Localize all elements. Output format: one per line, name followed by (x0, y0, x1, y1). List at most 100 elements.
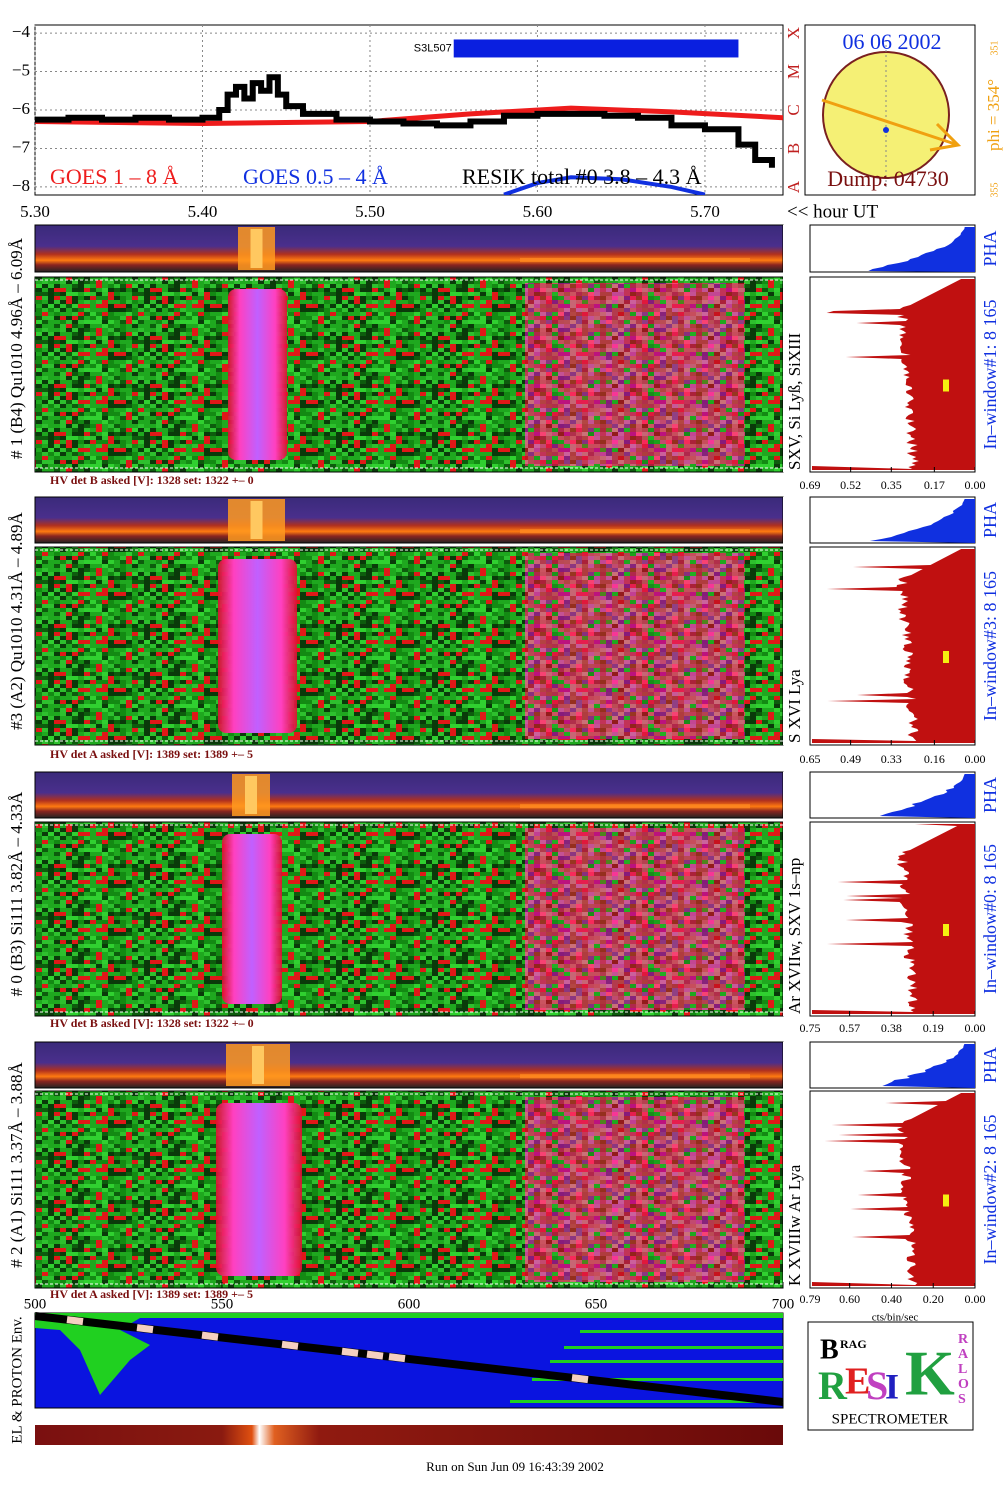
orbit-track (34, 1312, 784, 1406)
right-margin (783, 1042, 790, 1288)
legend-entry: RESIK total #0 3.8 – 4.3 Å (462, 164, 702, 189)
color-bar (35, 1425, 783, 1445)
strip-line (520, 1074, 750, 1079)
particles-stripe (550, 1360, 783, 1363)
pha-tick-label: 0.00 (965, 752, 986, 766)
phi-min: 351 (989, 41, 1000, 56)
detector-label: # 0 (B3) Si111 3.82Å – 4.33Å (7, 791, 26, 996)
pha-tick-label: 0.40 (881, 1292, 902, 1306)
pha-tick-label: 0.65 (800, 752, 821, 766)
pha-label: PHA (980, 230, 1000, 266)
class-label: X (784, 27, 803, 39)
spectrogram-hot (525, 828, 745, 1010)
y-tick-label: −6 (12, 99, 30, 118)
orbit-mark (136, 1324, 154, 1334)
y-tick-label: −4 (12, 22, 31, 41)
pointing (883, 127, 889, 133)
spectrum-strip (34, 496, 784, 544)
particles-stripe (564, 1346, 783, 1349)
logo-letter: S (958, 1392, 966, 1407)
right-margin (783, 772, 790, 1016)
right-margin (783, 497, 790, 745)
logo-letter: B (820, 1334, 839, 1365)
pha-tick-label: 0.16 (924, 752, 945, 766)
pha-unit: cts/bin/sec (872, 1312, 919, 1324)
hist-shape (812, 279, 975, 470)
pha-tick-label: 0.69 (800, 478, 821, 492)
particles-stripe (580, 1330, 783, 1333)
detector-label: #3 (A2) Qu1010 4.31Å – 4.89Å (7, 511, 26, 729)
date: 06 06 2002 (843, 29, 942, 54)
hist-marker (943, 1194, 949, 1207)
spectrogram-flare (216, 1103, 302, 1276)
orbit-mark (201, 1331, 219, 1341)
annotation-bar (453, 39, 739, 58)
channel-tick-label: 600 (398, 1296, 421, 1312)
annotation-label: S3L507 (414, 42, 452, 54)
strip-line (520, 804, 750, 809)
spectrogram-hot (525, 553, 745, 739)
window-label: In–window#2: 8 165 (980, 1115, 1000, 1265)
right-margin (783, 225, 790, 472)
window-label: In–window#3: 8 165 (980, 571, 1000, 721)
strip-core (250, 501, 263, 539)
x-tick-label: 5.70 (690, 202, 720, 221)
hv-status: HV det B asked [V]: 1328 set: 1322 +– 0 (50, 1016, 254, 1030)
class-label: B (784, 143, 803, 154)
legend-entry: GOES 1 – 8 Å (50, 164, 178, 189)
pha-shape (869, 499, 975, 543)
pha-shape (868, 227, 975, 272)
hist-marker (943, 651, 949, 663)
particles-green (35, 1313, 150, 1395)
strip-core (252, 1046, 264, 1084)
pha-tick-label: 0.79 (800, 1292, 821, 1306)
sun-frame (804, 24, 976, 196)
pha-tick-label: 0.49 (840, 752, 861, 766)
series-line (503, 175, 706, 195)
logo-letter: R (818, 1363, 848, 1408)
line-ids: SXV, Si Lyß, SiXIII (785, 333, 804, 470)
strip-line (520, 529, 750, 534)
logo-letter: E (845, 1361, 870, 1403)
class-label: A (784, 180, 803, 193)
footer: Run on Sun Jun 09 16:43:39 2002 (426, 1459, 604, 1474)
pha-tick-label: 0.00 (965, 478, 986, 492)
strip-core (250, 229, 263, 268)
particles-band (35, 1313, 783, 1318)
pha-tick-label: 0.35 (881, 478, 902, 492)
logo-letter: R (958, 1332, 969, 1347)
detector-label: # 1 (B4) Qu1010 4.96Å – 6.09Å (7, 237, 26, 459)
class-label: C (784, 104, 803, 115)
orbit-mark (341, 1347, 359, 1357)
dump: Dump: 04730 (827, 166, 949, 191)
phi: phi = 354° (984, 79, 1003, 151)
logo-letter: I (885, 1366, 899, 1406)
channel-tick-label: 700 (772, 1296, 795, 1312)
line-ids: Ar XVIIw, SXV 1s–np (785, 858, 804, 1014)
series-group (35, 74, 783, 195)
pha-tick-label: 0.52 (840, 478, 861, 492)
orbit-mark (281, 1340, 299, 1350)
window-label: In–window#1: 8 165 (980, 300, 1000, 450)
pha-tick-label: 0.60 (839, 1292, 860, 1306)
particles-label: EL & PROTON Env. (9, 1316, 25, 1443)
hv-status: HV det A asked [V]: 1389 set: 1389 +– 5 (50, 1287, 253, 1301)
pha-tick-label: 0.38 (881, 1021, 902, 1035)
detector-label: # 2 (A1) Si111 3.37Å – 3.88Å (7, 1061, 26, 1267)
legend-entry: GOES 0.5 – 4 Å (243, 164, 388, 189)
x-tick-label: 5.50 (355, 202, 385, 221)
x-tick-label: 5.40 (188, 202, 218, 221)
spectrogram-hot (525, 283, 745, 466)
pha-tick-label: 0.75 (800, 1021, 821, 1035)
spectrogram-flare (222, 834, 282, 1004)
spectrogram-hot (525, 1097, 745, 1282)
pha-shape (882, 1044, 975, 1088)
x-axis-label: << hour UT (787, 201, 878, 222)
chart-layer: −8 −7 −6 −5 −4 5.30 5.40 5.50 5.60 5.70 << hour UT… (7, 22, 1003, 1474)
pha-tick-label: 0.00 (965, 1021, 986, 1035)
strip-core (245, 776, 257, 814)
channel-tick-label: 550 (211, 1296, 234, 1312)
pha-shape (879, 774, 975, 818)
pha-label: PHA (980, 502, 1000, 538)
